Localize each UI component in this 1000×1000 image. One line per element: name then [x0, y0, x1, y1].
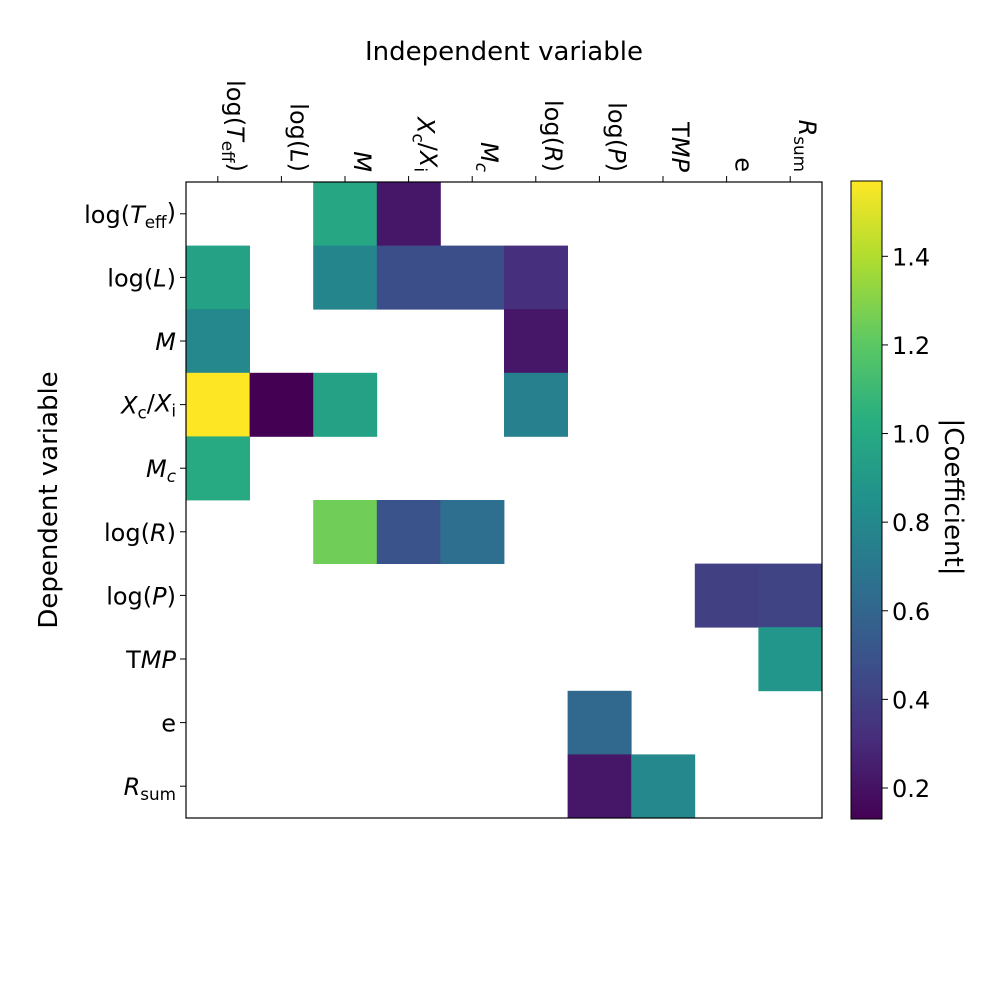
y-tick-label: e [161, 710, 176, 738]
x-axis-title: Independent variable [365, 37, 643, 67]
y-tick-label: Xc/Xi [119, 389, 176, 422]
y-tick-label: log(R) [104, 519, 176, 547]
heatmap-cell [186, 436, 250, 501]
heatmap-cell [313, 500, 378, 564]
colorbar-tick-label: 1.2 [892, 332, 930, 360]
heatmap-cells [186, 182, 823, 819]
y-tick-label: M [155, 328, 176, 356]
y-tick-label: Mc [146, 455, 176, 486]
x-tick-label: Rsum [790, 120, 821, 172]
y-axis-title: Dependent variable [34, 371, 64, 628]
heatmap-cell [186, 245, 250, 310]
y-tick-label: TMP [125, 646, 176, 674]
colorbar-ticks: 0.2 0.4 0.6 0.8 1.0 1.2 1.4 [882, 243, 930, 803]
x-tick-label: log(R) [539, 100, 567, 172]
x-tick-label: TMP [666, 121, 694, 172]
heatmap-cell [313, 182, 378, 246]
heatmap-cell [313, 372, 378, 437]
heatmap-cell [313, 245, 378, 310]
heatmap-cell [440, 245, 505, 310]
heatmap-cell [758, 563, 823, 628]
heatmap-cell [376, 500, 441, 564]
heatmap-cell [504, 372, 568, 437]
heatmap-cell [376, 245, 441, 310]
x-tick-label: log(Teff) [218, 80, 251, 172]
heatmap-cell [567, 690, 632, 755]
heatmap-cell [186, 309, 250, 374]
colorbar-label: |Coefficient| [938, 419, 968, 576]
colorbar-tick-label: 0.8 [892, 509, 930, 537]
y-tick-label: log(Teff) [84, 199, 176, 232]
x-ticks: log(Teff) log(L) M Xc/Xi Mc log(R) log(P) TMP e R… [217, 80, 821, 182]
heatmap-cell [758, 627, 823, 692]
heatmap-cell [504, 309, 568, 374]
y-tick-label: Rsum [124, 773, 176, 804]
heatmap-cell [440, 500, 505, 564]
y-ticks: log(Teff) log(L) M Xc/Xi Mc log(R) log(P) TMP e R… [84, 199, 186, 804]
colorbar-tick-label: 0.4 [892, 686, 930, 714]
x-tick-label: Xc/Xi [409, 115, 442, 172]
x-tick-label: log(P) [602, 102, 630, 172]
heatmap-cell [631, 754, 696, 819]
colorbar-tick-label: 0.6 [892, 598, 930, 626]
heatmap-cell [504, 245, 568, 310]
plot-frame [185, 181, 823, 819]
y-tick-label: log(L) [107, 264, 176, 292]
colorbar-tick-label: 1.4 [892, 243, 930, 271]
heatmap-cell [249, 372, 314, 437]
x-tick-label: M [348, 151, 376, 172]
colorbar-tick-label: 1.0 [892, 421, 930, 449]
x-tick-label: log(L) [284, 103, 312, 172]
heatmap-cell [567, 754, 632, 819]
x-tick-label: Mc [472, 142, 503, 172]
heatmap-cell [694, 563, 759, 628]
colorbar [850, 180, 883, 820]
y-tick-label: log(P) [106, 582, 176, 610]
colorbar-tick-label: 0.2 [892, 775, 930, 803]
heatmap-cell [186, 372, 250, 437]
x-tick-label: e [730, 157, 758, 172]
heatmap-cell [376, 182, 441, 246]
